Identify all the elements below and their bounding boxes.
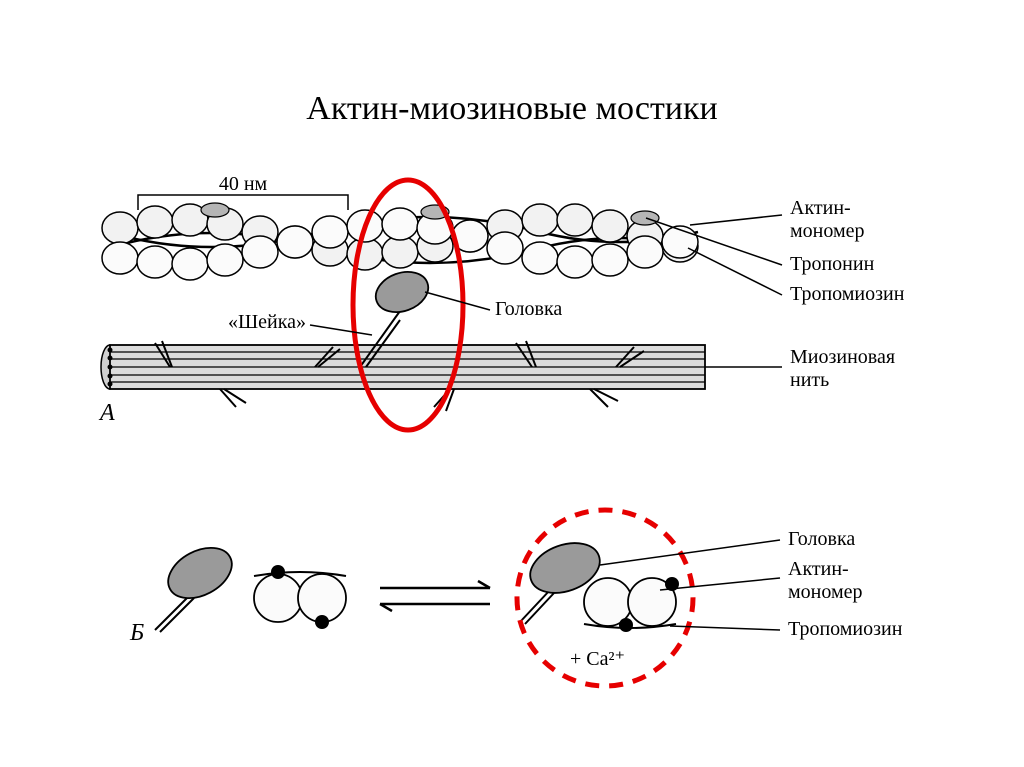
panel-a: 40 нм [98,173,905,430]
panel-a-letter: А [98,400,115,426]
svg-text:Миозиноваянить: Миозиноваянить [790,346,895,391]
svg-text:Актин-мономер: Актин-мономер [788,558,863,603]
diagram: 40 нм [60,170,964,700]
label-actin-monomer: Актин-мономер [790,197,865,242]
scale-label: 40 нм [219,173,268,195]
page-title: Актин-миозиновые мостики [0,90,1024,128]
label-tropomyosin-b: Тропомиозин [788,618,903,640]
label-head-b: Головка [788,528,855,550]
label-calcium: + Ca²⁺ [570,648,625,670]
scale-bracket [138,195,348,210]
myosin-filament [101,345,705,389]
label-actin-monomer-b: Актин-мономер [788,558,863,603]
equilibrium-arrows [380,581,490,611]
panel-b-right: + Ca²⁺ [520,534,679,670]
label-myosin-filament: Миозиноваянить [790,346,895,391]
label-neck: «Шейка» [228,311,306,333]
panel-b-left [155,538,346,632]
panel-b: + Ca²⁺ Головка Актин-мономер Тропомиозин… [129,510,903,686]
label-head: Головка [495,298,562,320]
label-troponin: Тропонин [790,253,875,275]
panel-b-letter: Б [129,620,144,646]
label-tropomyosin: Тропомиозин [790,283,905,305]
svg-text:Актин-мономер: Актин-мономер [790,197,865,242]
actin-filament [102,203,698,280]
